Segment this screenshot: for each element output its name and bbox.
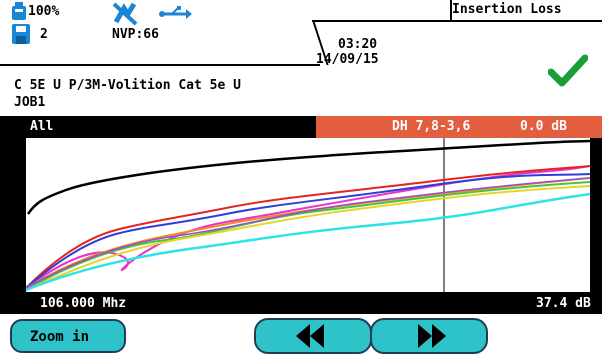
previous-marker-button[interactable] (254, 318, 372, 354)
nvp-value: NVP:66 (112, 27, 159, 42)
zoom-in-label: Zoom in (30, 329, 90, 345)
trace-blue (25, 173, 591, 289)
cursor-frequency: 106.000 Mhz (40, 296, 127, 311)
clock-date: 14/09/15 (316, 52, 379, 67)
worst-margin-bar (316, 116, 602, 138)
plot-frame-right (590, 116, 602, 314)
clock-time: 03:20 (338, 37, 378, 52)
pair-selector[interactable]: All (30, 119, 54, 134)
rewind-icon (296, 324, 324, 348)
battery-level: 100% (28, 4, 60, 19)
page-title: Insertion Loss (452, 2, 562, 17)
trace-magenta (25, 165, 591, 289)
save-disk-icon (12, 24, 30, 44)
no-pinging-icon (110, 0, 140, 26)
insertion-loss-graph[interactable] (25, 138, 591, 292)
trace-red (25, 165, 591, 289)
trace-yellow (25, 185, 591, 291)
cursor-value: 37.4 dB (536, 296, 591, 311)
trace-cyan (25, 192, 591, 292)
next-marker-button[interactable] (370, 318, 488, 354)
worst-pair-label: DH 7,8-3,6 (392, 119, 471, 134)
trace-purple (25, 177, 591, 289)
usb-icon (158, 6, 192, 22)
battery-icon (12, 2, 26, 22)
plot-frame-left (0, 116, 26, 314)
worst-margin-value: 0.0 dB (520, 119, 567, 134)
job-name: JOB1 (14, 95, 46, 110)
fast-forward-icon (418, 324, 446, 348)
header-divider (0, 64, 320, 66)
graph-canvas (25, 138, 591, 292)
zoom-in-button[interactable]: Zoom in (10, 319, 126, 353)
cable-type: C 5E U P/3M-Volition Cat 5e U (14, 78, 241, 93)
datetime-frame (312, 20, 602, 22)
title-divider (450, 0, 452, 20)
limit-line (26, 139, 591, 215)
pass-checkmark-icon (548, 54, 588, 88)
saved-tests-count: 2 (40, 27, 48, 42)
cursor-readout-bar (0, 292, 602, 314)
